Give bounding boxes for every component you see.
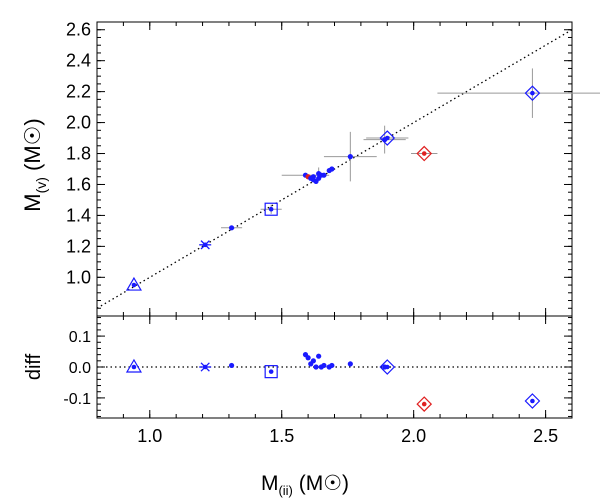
x-tick-label: 2.0	[401, 426, 426, 446]
data-point	[321, 362, 327, 369]
top-y-tick-label: 2.6	[66, 20, 91, 40]
diamond-marker	[416, 396, 433, 412]
bottom-y-tick-label: 0.1	[69, 329, 91, 346]
top-y-tick-label: 1.8	[66, 144, 91, 164]
data-point	[384, 364, 390, 370]
data-point	[329, 362, 335, 369]
data-point	[313, 364, 319, 370]
top-y-axis-label: M(v) (M☉)	[20, 118, 49, 211]
triangle-marker	[125, 358, 142, 373]
data-point	[131, 282, 137, 288]
top-y-tick-label: 1.2	[66, 236, 91, 256]
diamond-marker	[379, 359, 396, 375]
square-marker	[264, 202, 278, 216]
x-tick-label: 1.0	[137, 426, 162, 446]
data-point	[202, 364, 208, 370]
data-point	[347, 361, 353, 367]
data-point	[347, 154, 353, 160]
bottom-y-axis-label: diff	[23, 353, 45, 380]
one-to-one-line	[96, 29, 573, 309]
data-point	[384, 135, 390, 141]
data-point	[228, 225, 235, 231]
diamond-marker	[416, 145, 433, 162]
data-point	[268, 369, 274, 374]
sun-symbol-icon: ☉	[323, 472, 342, 495]
diamond-marker	[379, 130, 396, 146]
x-tick-label: 1.5	[269, 426, 294, 446]
bottom-panel: 0.1 0.0 -0.1 1.0 1.5 2.0 2.5	[63, 315, 573, 446]
triangle-marker	[125, 276, 142, 291]
data-point	[329, 166, 335, 172]
data-point	[310, 358, 316, 364]
bottom-y-tick-label: 0.0	[69, 360, 91, 377]
top-y-tick-label: 1.0	[66, 267, 91, 287]
sun-symbol-icon: ☉	[20, 126, 45, 146]
square-marker	[264, 365, 278, 379]
x-tick-label: 2.5	[533, 426, 558, 446]
data-point	[316, 353, 322, 359]
top-y-tick-label: 2.4	[66, 51, 91, 71]
top-y-tick-label: 1.4	[66, 205, 91, 225]
top-y-tick-label: 2.2	[66, 82, 91, 102]
bottom-plot-frame	[96, 315, 573, 419]
bottom-y-tick-label: -0.1	[63, 391, 91, 408]
data-point	[131, 364, 137, 370]
x-axis-label: M(ii) (M☉)	[261, 472, 349, 498]
data-point	[305, 355, 311, 361]
diamond-marker	[524, 393, 541, 409]
top-y-tick-label: 2.0	[66, 113, 91, 133]
data-point	[530, 90, 535, 96]
data-point	[321, 172, 327, 178]
data-point	[268, 206, 274, 212]
data-point	[316, 171, 322, 177]
data-point	[530, 398, 535, 404]
data-point	[421, 401, 427, 407]
data-point	[228, 362, 235, 369]
top-panel: 1.0 1.2 1.4 1.6 1.8 2.0 2.2 2.4 2.6	[66, 20, 600, 317]
data-point	[421, 151, 427, 156]
data-point	[202, 242, 208, 248]
top-y-tick-label: 1.6	[66, 174, 91, 194]
diamond-marker	[524, 85, 541, 102]
